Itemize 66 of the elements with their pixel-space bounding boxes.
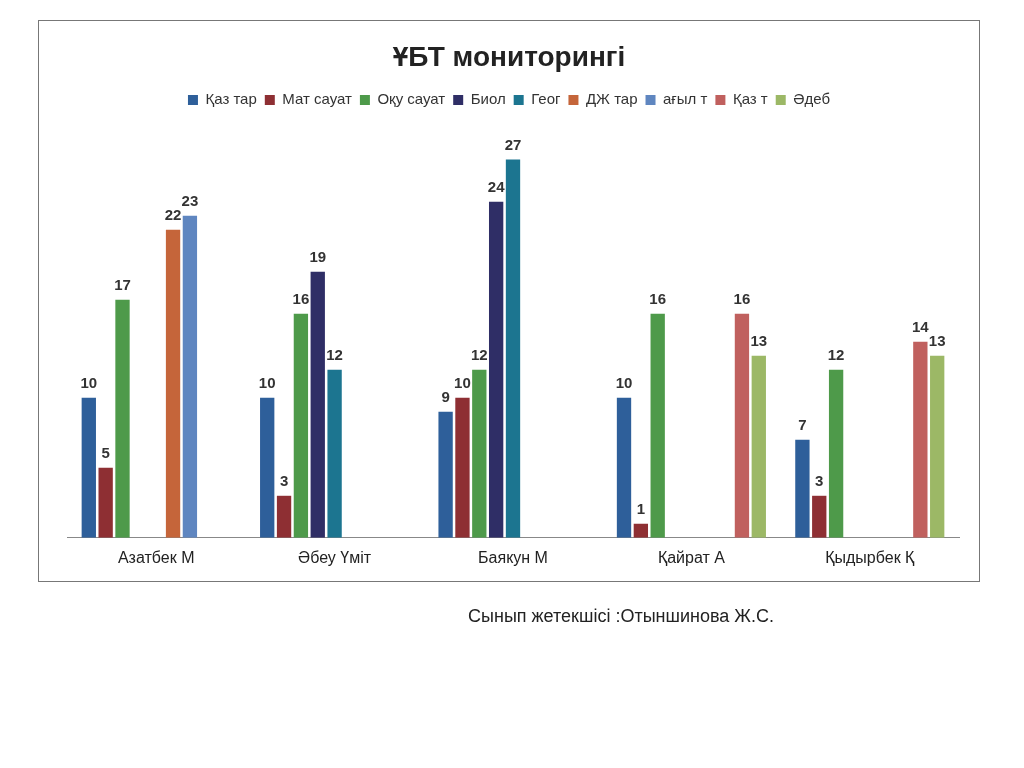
bar — [472, 369, 487, 538]
x-tick-label: Әбеу Үміт — [298, 548, 372, 566]
x-tick-label: Баякун М — [478, 548, 548, 566]
bar — [505, 159, 521, 538]
bar — [913, 341, 928, 538]
data-label: 16 — [733, 290, 751, 308]
bar — [616, 397, 632, 538]
data-label: 24 — [487, 178, 506, 196]
legend-label: ДЖ тар — [585, 90, 638, 108]
data-label: 12 — [827, 346, 845, 364]
data-label: 12 — [326, 346, 343, 364]
legend-label: Қаз тар — [205, 90, 257, 108]
data-label: 13 — [928, 332, 946, 350]
text: Сынып жетекшісі :Отыншинова Ж.С. — [468, 606, 775, 627]
bar — [327, 369, 342, 538]
bar — [455, 397, 470, 538]
legend-label: Қаз т — [732, 90, 768, 108]
bar — [98, 467, 113, 538]
x-tick-label: Азатбек М — [117, 548, 195, 566]
bar — [260, 397, 275, 538]
legend-label: Биол — [470, 90, 506, 108]
legend-label: Әдеб — [793, 90, 831, 108]
bar — [650, 313, 665, 538]
bar — [438, 411, 453, 538]
chart-title: ҰБТ мониторингі — [392, 40, 626, 72]
bar — [795, 439, 810, 538]
bar — [930, 355, 945, 538]
data-label: 7 — [798, 416, 807, 434]
bar — [828, 369, 844, 538]
data-label: 10 — [454, 374, 471, 392]
data-label: 13 — [750, 332, 768, 350]
data-label: 1 — [636, 500, 646, 518]
data-label: 17 — [114, 276, 131, 294]
data-label: 16 — [649, 290, 667, 308]
bar — [633, 523, 649, 538]
data-label: 3 — [815, 472, 824, 490]
data-label: 10 — [258, 374, 276, 392]
bar — [488, 201, 504, 538]
bar — [81, 397, 96, 538]
bar — [293, 313, 309, 538]
bar — [734, 313, 750, 538]
bar — [276, 495, 292, 538]
bar — [310, 271, 325, 538]
data-label: 19 — [309, 248, 327, 266]
bar — [115, 299, 130, 538]
data-label: 27 — [504, 136, 522, 154]
x-tick-label: Қайрат А — [657, 548, 726, 566]
data-label: 16 — [292, 290, 310, 308]
data-label: 22 — [164, 206, 182, 224]
data-label: 3 — [279, 472, 289, 490]
data-label: 12 — [470, 346, 488, 364]
bar — [182, 215, 198, 538]
data-label: 23 — [181, 192, 199, 210]
data-label: 5 — [101, 444, 110, 462]
legend-label: Мат сауат — [282, 90, 353, 108]
data-label: 14 — [912, 318, 930, 336]
bar — [751, 355, 766, 538]
x-tick-label: Қыдырбек Қ — [825, 548, 916, 566]
data-label: 9 — [441, 388, 450, 406]
legend-label: Геог — [531, 90, 561, 108]
legend-label: Оқу сауат — [377, 90, 446, 108]
legend-label: ағыл т — [663, 90, 708, 108]
bar — [812, 495, 827, 538]
data-label: 10 — [80, 374, 98, 392]
data-label: 10 — [615, 374, 633, 392]
bar — [165, 229, 181, 538]
